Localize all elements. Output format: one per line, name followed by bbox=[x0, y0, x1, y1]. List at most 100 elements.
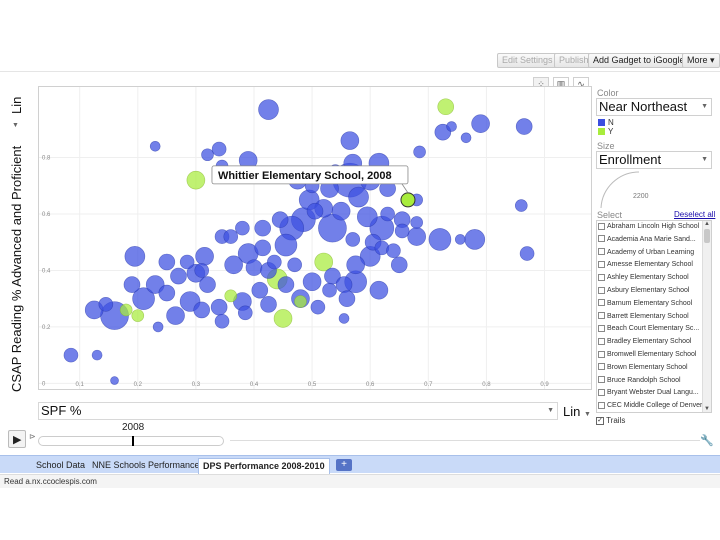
data-bubble bbox=[186, 170, 206, 190]
school-checkbox[interactable] bbox=[598, 363, 605, 371]
tooltip-label: Whittier Elementary School, 2008 bbox=[218, 170, 392, 182]
list-scrollbar[interactable]: ▲ ▼ bbox=[702, 221, 711, 412]
school-list-item[interactable]: Academia Ana Marie Sand... bbox=[597, 234, 711, 247]
legend-item-y: Y bbox=[598, 127, 613, 136]
data-bubble bbox=[158, 284, 176, 302]
x-tick-label: 0.2 bbox=[134, 382, 143, 388]
school-list-item[interactable]: Barnum Elementary School bbox=[597, 298, 711, 311]
school-checkbox[interactable] bbox=[598, 273, 605, 281]
school-list-item[interactable]: Ashley Elementary School bbox=[597, 272, 711, 285]
data-bubble bbox=[258, 99, 279, 120]
trails-checkbox-row[interactable]: ✓ Trails bbox=[596, 416, 625, 425]
highlighted-bubble bbox=[400, 192, 416, 208]
deselect-all-link[interactable]: Deselect all bbox=[674, 210, 716, 219]
school-checkbox[interactable] bbox=[598, 222, 605, 230]
x-scale-selector[interactable]: Lin ▼ bbox=[563, 404, 591, 419]
school-list-item[interactable]: Academy of Urban Learning bbox=[597, 247, 711, 260]
school-select-list[interactable]: Abraham Lincoln High School Academia Ana … bbox=[596, 220, 712, 413]
school-list-item[interactable]: Bruce Randolph School bbox=[597, 375, 711, 388]
school-checkbox[interactable] bbox=[598, 337, 605, 345]
school-checkbox[interactable] bbox=[598, 350, 605, 358]
edit-settings-button[interactable]: Edit Settings bbox=[497, 53, 558, 68]
select-heading: Select bbox=[597, 210, 623, 220]
school-list-item[interactable]: Brown Elementary School bbox=[597, 362, 711, 375]
size-select-value: Enrollment bbox=[599, 152, 662, 167]
school-list-item[interactable]: Abraham Lincoln High School bbox=[597, 221, 711, 234]
school-checkbox[interactable] bbox=[598, 261, 605, 269]
data-bubble bbox=[267, 254, 282, 270]
data-bubble bbox=[410, 216, 423, 229]
timeline-year-label: 2008 bbox=[122, 422, 145, 433]
size-max-label: 2200 bbox=[633, 193, 649, 200]
data-bubble bbox=[413, 145, 426, 159]
scroll-thumb[interactable] bbox=[704, 229, 710, 243]
data-bubble bbox=[235, 220, 250, 236]
data-bubble bbox=[166, 306, 185, 325]
speed-icon[interactable]: ⊳ bbox=[29, 432, 36, 441]
color-heading: Color bbox=[597, 88, 619, 98]
school-list-item[interactable]: Bromwell Elementary School bbox=[597, 349, 711, 362]
x-axis-dropdown-arrow: ▼ bbox=[547, 407, 554, 414]
school-checkbox[interactable] bbox=[598, 325, 605, 333]
data-bubble bbox=[123, 276, 141, 293]
x-tick-label: 0.6 bbox=[366, 382, 375, 388]
school-list-item[interactable]: Asbury Elementary School bbox=[597, 285, 711, 298]
add-tab-button[interactable]: + bbox=[336, 459, 352, 471]
y-tick-label: 0.2 bbox=[42, 325, 51, 331]
school-checkbox[interactable] bbox=[598, 389, 605, 397]
school-label: Barrett Elementary School bbox=[607, 312, 689, 320]
data-bubble bbox=[428, 228, 452, 251]
school-label: Asbury Elementary School bbox=[607, 286, 690, 294]
school-checkbox[interactable] bbox=[598, 248, 605, 256]
scroll-up-icon[interactable]: ▲ bbox=[704, 221, 710, 227]
tooltip-box bbox=[211, 165, 409, 185]
color-select[interactable]: Near Northeast ▼ bbox=[596, 98, 712, 116]
tab-dps-performance[interactable]: DPS Performance 2008-2010 bbox=[198, 458, 330, 474]
data-bubble bbox=[170, 267, 187, 285]
x-axis-selector[interactable]: SPF % ▼ bbox=[38, 402, 558, 420]
school-list-item[interactable]: Beach Court Elementary Sc... bbox=[597, 323, 711, 336]
y-scale-label: Lin bbox=[9, 96, 24, 114]
school-list-item[interactable]: Amesse Elementary School bbox=[597, 259, 711, 272]
data-bubble bbox=[149, 140, 161, 152]
data-bubble bbox=[390, 256, 408, 274]
y-axis-dropdown-arrow[interactable]: ▼ bbox=[12, 122, 19, 129]
school-checkbox[interactable] bbox=[598, 235, 605, 243]
wrench-icon[interactable]: 🔧 bbox=[700, 435, 714, 447]
motion-chart-plot[interactable]: 0.1 0.2 0.3 0.4 0.5 0.6 0.7 0.8 0.9 0 0.2 0.4 0.6 0.8… bbox=[38, 86, 592, 390]
timeline-slider-handle[interactable] bbox=[132, 436, 134, 446]
school-list-item[interactable]: CEC Middle College of Denver bbox=[597, 400, 711, 412]
data-bubble bbox=[194, 263, 209, 278]
school-checkbox[interactable] bbox=[598, 286, 605, 294]
chevron-down-icon: ▼ bbox=[701, 103, 708, 110]
legend-swatch-n bbox=[598, 119, 605, 127]
school-checkbox[interactable] bbox=[598, 299, 605, 307]
tab-school-data[interactable]: School Data bbox=[36, 460, 86, 470]
gadget-toolbar: Edit Settings Publish Add Gadget to iGoo… bbox=[0, 50, 720, 72]
legend-label-n: N bbox=[608, 118, 614, 127]
school-list-item[interactable]: Bradley Elementary School bbox=[597, 336, 711, 349]
tab-nne-schools-performance[interactable]: NNE Schools Performance bbox=[92, 460, 200, 470]
x-scale-label: Lin bbox=[563, 404, 581, 419]
data-bubble bbox=[254, 239, 272, 257]
school-list-item[interactable]: Bryant Webster Dual Langu... bbox=[597, 387, 711, 400]
data-bubble bbox=[314, 252, 334, 272]
x-tick-label: 0.4 bbox=[250, 382, 259, 388]
scroll-down-icon[interactable]: ▼ bbox=[704, 406, 710, 412]
school-checkbox[interactable] bbox=[598, 401, 605, 409]
school-checkbox[interactable] bbox=[598, 376, 605, 384]
data-bubble bbox=[380, 206, 395, 222]
school-checkbox[interactable] bbox=[598, 312, 605, 320]
size-select[interactable]: Enrollment ▼ bbox=[596, 151, 712, 169]
school-label: Academia Ana Marie Sand... bbox=[607, 235, 696, 243]
school-label: Academy of Urban Learning bbox=[607, 248, 695, 256]
data-bubble bbox=[98, 297, 114, 312]
data-bubble bbox=[251, 281, 269, 299]
more-menu-button[interactable]: More ▾ bbox=[682, 53, 720, 68]
play-button[interactable]: ▶ bbox=[8, 430, 26, 448]
timeline-slider[interactable] bbox=[38, 436, 224, 446]
data-bubble bbox=[91, 349, 103, 361]
school-label: Beach Court Elementary Sc... bbox=[607, 325, 700, 333]
school-list-item[interactable]: Barrett Elementary School bbox=[597, 311, 711, 324]
school-label: Bruce Randolph School bbox=[607, 376, 681, 384]
